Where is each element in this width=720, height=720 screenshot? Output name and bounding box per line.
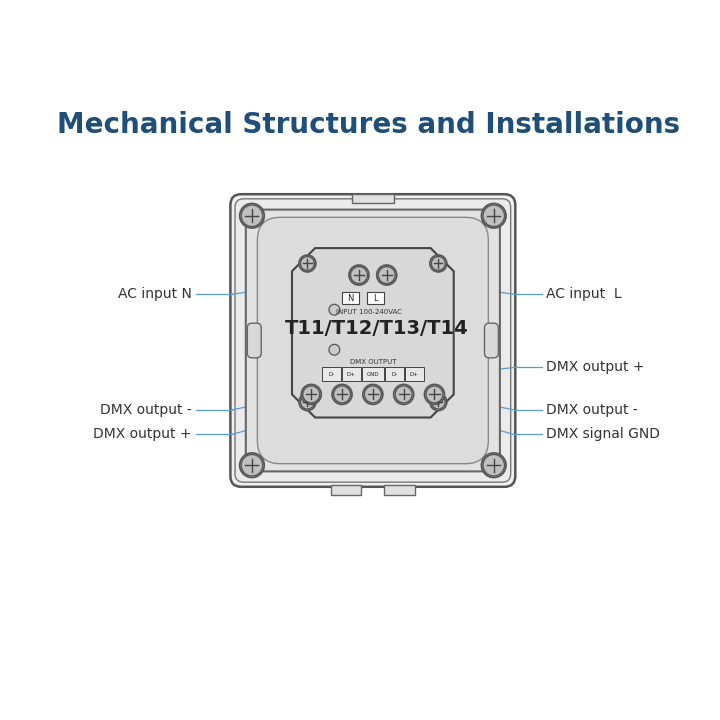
Bar — [330, 485, 361, 495]
FancyBboxPatch shape — [257, 217, 488, 464]
Circle shape — [351, 266, 367, 284]
Circle shape — [431, 395, 445, 409]
FancyBboxPatch shape — [230, 194, 516, 487]
Circle shape — [300, 395, 315, 409]
Text: D+: D+ — [410, 372, 419, 377]
Circle shape — [364, 386, 382, 403]
Circle shape — [482, 453, 506, 477]
Bar — [366, 292, 384, 305]
Circle shape — [333, 386, 351, 403]
Circle shape — [240, 204, 264, 228]
Bar — [351, 194, 394, 204]
Text: DMX signal GND: DMX signal GND — [546, 428, 660, 441]
Bar — [342, 292, 359, 305]
Bar — [384, 485, 415, 495]
Text: T11/T12/T13/T14: T11/T12/T13/T14 — [285, 320, 469, 338]
Circle shape — [482, 204, 506, 228]
Bar — [322, 367, 341, 382]
Circle shape — [394, 384, 414, 405]
Circle shape — [303, 386, 320, 403]
Circle shape — [483, 454, 505, 476]
Bar — [385, 367, 404, 382]
Circle shape — [329, 344, 340, 355]
Circle shape — [377, 265, 397, 285]
Circle shape — [431, 256, 445, 271]
Circle shape — [430, 394, 447, 410]
Text: N: N — [347, 294, 354, 302]
Circle shape — [329, 305, 340, 315]
Circle shape — [300, 256, 315, 271]
Text: GND: GND — [366, 372, 379, 377]
Text: D-: D- — [328, 372, 334, 377]
Text: Mechanical Structures and Installations: Mechanical Structures and Installations — [58, 111, 680, 139]
Circle shape — [299, 255, 316, 272]
Text: DMX output +: DMX output + — [94, 428, 192, 441]
Circle shape — [395, 386, 412, 403]
Circle shape — [299, 394, 316, 410]
Circle shape — [332, 384, 352, 405]
Text: D+: D+ — [347, 372, 356, 377]
Text: DMX output +: DMX output + — [546, 361, 644, 374]
Circle shape — [363, 384, 383, 405]
Circle shape — [241, 205, 263, 227]
Circle shape — [349, 265, 369, 285]
FancyBboxPatch shape — [246, 210, 500, 472]
Circle shape — [378, 266, 395, 284]
Text: AC input  L: AC input L — [546, 287, 622, 301]
Text: L: L — [373, 294, 377, 302]
Text: DMX OUTPUT: DMX OUTPUT — [350, 359, 396, 365]
Circle shape — [483, 205, 505, 227]
FancyBboxPatch shape — [485, 323, 498, 358]
FancyBboxPatch shape — [235, 199, 510, 482]
Text: D-: D- — [391, 372, 397, 377]
Text: DMX output -: DMX output - — [100, 402, 192, 417]
Circle shape — [425, 384, 444, 405]
Text: INPUT 100-240VAC: INPUT 100-240VAC — [336, 309, 402, 315]
Circle shape — [241, 454, 263, 476]
Text: AC input N: AC input N — [118, 287, 192, 301]
Circle shape — [301, 384, 321, 405]
Polygon shape — [292, 248, 454, 418]
Circle shape — [426, 386, 443, 403]
Bar — [342, 367, 361, 382]
Circle shape — [430, 255, 447, 272]
FancyBboxPatch shape — [248, 323, 261, 358]
Text: DMX output -: DMX output - — [546, 402, 638, 417]
Circle shape — [240, 453, 264, 477]
Bar — [405, 367, 423, 382]
Bar — [362, 367, 384, 382]
